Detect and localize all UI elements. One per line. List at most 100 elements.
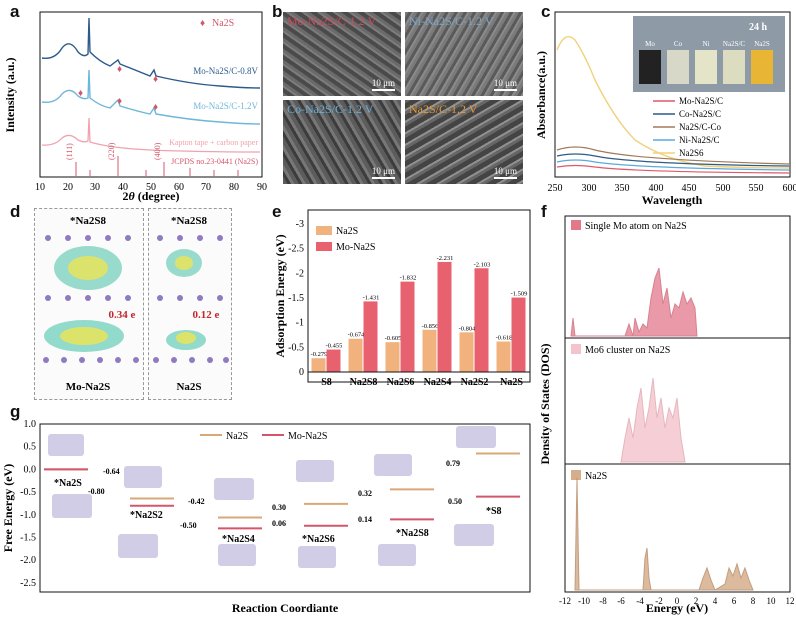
diamond-icon: ♦: [153, 74, 158, 85]
structure-image: [454, 524, 494, 546]
bar: [385, 342, 400, 372]
atom: [125, 235, 131, 241]
bar-value-label: -0.279: [311, 351, 328, 358]
structure-image: [218, 544, 256, 566]
structure-image: [214, 478, 254, 500]
dos-row-label: Mo6 cluster on Na2S: [585, 345, 670, 356]
bar: [511, 297, 526, 372]
xrd-xlabel: 2θ (degree): [123, 189, 180, 203]
bar: [348, 338, 363, 372]
bar-ytick: -2.5: [288, 244, 304, 255]
uvvis-xtick: 400: [649, 183, 664, 194]
bar-legend: Na2S Mo-Na2S: [316, 226, 375, 253]
dos-curve-mo6: [620, 377, 686, 463]
dos-xtick: 4: [713, 596, 718, 606]
vial-label: Mo: [645, 40, 655, 48]
xrd-curve-kapton: [41, 117, 261, 153]
bar-value-label: -1.832: [400, 275, 417, 282]
scale-bar: 10 μm: [493, 78, 517, 91]
fe-step-labels: -0.64 -0.80 -0.42 -0.50 0.30 0.06 0.32 0…: [88, 459, 462, 530]
bar-ytick: -3: [296, 219, 304, 230]
atom: [61, 357, 67, 363]
atom: [65, 235, 71, 241]
vial: [695, 50, 717, 84]
bar-category: S8: [321, 377, 332, 388]
vials: [639, 50, 773, 84]
xrd-ref-label: JCPDS no.23-0441 (Na2S): [171, 157, 258, 166]
bar-value-label: -2.103: [474, 261, 491, 268]
step-label: 0.30: [272, 503, 286, 512]
dos-xlabel: Energy (eV): [646, 601, 708, 615]
charge-cloud: [175, 256, 193, 270]
bar-categories: S8 Na2S8 Na2S6 Na2S4 Na2S2 Na2S: [321, 377, 523, 388]
charge-density-mo-na2s: [34, 208, 144, 400]
structure-thumbnails: [48, 426, 496, 568]
xrd-xtick: 10: [35, 182, 45, 193]
bar: [400, 281, 415, 372]
structure-image: [298, 546, 336, 568]
bar-category: Na2S8: [350, 377, 378, 388]
panel-letter-a: a: [10, 2, 20, 21]
uvvis-xtick: 250: [548, 183, 563, 194]
lattice-top-right: [157, 235, 223, 301]
bar-category: Na2S6: [387, 377, 415, 388]
legend-label: Mo-Na2S/C: [679, 96, 723, 106]
bar-value-label: -0.856: [422, 323, 440, 330]
charge-cloud: [60, 327, 108, 345]
xrd-xtick: 40: [118, 182, 128, 193]
atom: [85, 235, 91, 241]
fe-xlabel: Reaction Coordiante: [232, 601, 339, 615]
atom: [197, 235, 203, 241]
structure-image: [296, 460, 334, 482]
structure-image: [456, 426, 496, 448]
atom: [157, 295, 163, 301]
atom: [97, 357, 103, 363]
fe-ytick: 1.0: [24, 419, 37, 430]
bar: [459, 332, 474, 372]
xrd-chart: Intensity (a.u.) 2θ (degree) 10 20 30 40…: [3, 11, 267, 203]
xrd-xtick: 90: [257, 182, 267, 193]
panel-letter-d: d: [10, 202, 21, 221]
diamond-icon: ♦: [117, 64, 122, 75]
sem-image-na2s: Na2S/C-1.2 V 10 μm: [405, 100, 523, 184]
uvvis-xtick: 600: [783, 183, 796, 194]
fe-frame: [39, 423, 531, 593]
xrd-hkl: (111): [65, 143, 74, 160]
species-label: *Na2S8: [396, 528, 429, 539]
dos-chart: Density of States (DOS) Energy (eV) Sing…: [538, 215, 795, 615]
structure-title: *Na2S8: [70, 215, 107, 227]
legend-label: Mo-Na2S: [288, 431, 327, 442]
atom: [45, 295, 51, 301]
structure-image: [48, 434, 84, 456]
structure-image: [118, 534, 158, 558]
structure-title: *Na2S8: [171, 215, 208, 227]
uvvis-curve-na2s6: [556, 36, 790, 169]
dos-curve-single-mo: [570, 267, 698, 337]
panel-letter-g: g: [10, 402, 21, 421]
uvvis-curve-na2sc-co: [556, 146, 790, 165]
bar: [326, 349, 341, 372]
panel-letter-f: f: [541, 202, 547, 221]
uvvis-curve-co: [556, 153, 790, 167]
bar-value-label: -0.605: [385, 335, 402, 342]
substrate-label: Mo-Na2S: [66, 381, 111, 393]
step-label: -0.50: [180, 521, 197, 530]
dos-xtick: -10: [578, 596, 590, 606]
xrd-hkl: (400): [153, 142, 162, 160]
fe-ylabel: Free Energy (eV): [1, 464, 15, 552]
step-label: 0.79: [446, 459, 460, 468]
atom: [105, 295, 111, 301]
panel-letter-c: c: [541, 2, 551, 21]
species-label: *Na2S4: [222, 534, 255, 545]
species-label: *Na2S6: [302, 534, 335, 545]
dos-xticks: -12 -10 -8 -6 -4 -2 0 2 4 6 8 10 12: [559, 596, 795, 606]
dos-xtick: -8: [599, 596, 607, 606]
xrd-hkl: (220): [107, 142, 116, 160]
diamond-icon: ♦: [200, 18, 205, 29]
xrd-curve-label: Mo-Na2S/C-0.8V: [193, 66, 258, 76]
vial: [639, 50, 661, 84]
uvvis-ylabel: Absorbance(a.u.): [535, 51, 548, 139]
bar-ylabel: Adsorption Energy (eV): [273, 234, 287, 357]
atom: [85, 295, 91, 301]
legend-swatch: [571, 470, 581, 480]
